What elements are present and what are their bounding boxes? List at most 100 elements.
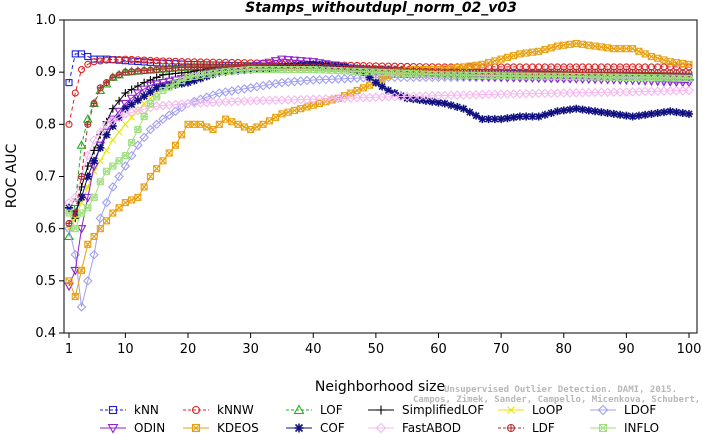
data-point bbox=[685, 74, 693, 82]
legend-label: KDEOS bbox=[217, 421, 259, 434]
data-point bbox=[96, 225, 104, 233]
data-point bbox=[84, 240, 92, 248]
data-point bbox=[83, 150, 93, 161]
data-point bbox=[165, 149, 173, 157]
data-point bbox=[102, 130, 111, 139]
data-point bbox=[120, 99, 131, 109]
data-point bbox=[597, 108, 606, 117]
data-point bbox=[178, 63, 186, 72]
legend-label: INFLO bbox=[624, 421, 659, 434]
data-point bbox=[234, 120, 242, 128]
data-point bbox=[134, 67, 142, 75]
data-point bbox=[76, 302, 87, 312]
legend-item: LoOP bbox=[498, 403, 563, 417]
data-point bbox=[497, 115, 506, 124]
y-axis-title: ROC AUC bbox=[4, 143, 20, 208]
data-point bbox=[559, 106, 568, 115]
data-point bbox=[114, 107, 125, 117]
data-point bbox=[609, 109, 618, 118]
data-point bbox=[158, 114, 168, 124]
data-point bbox=[653, 109, 662, 118]
data-point bbox=[108, 116, 118, 126]
data-point bbox=[89, 249, 99, 260]
data-point bbox=[109, 73, 117, 81]
data-point bbox=[64, 197, 74, 208]
data-point bbox=[659, 108, 668, 117]
y-tick-label: 0.4 bbox=[35, 326, 56, 341]
data-point bbox=[171, 141, 180, 149]
data-point bbox=[485, 59, 493, 67]
data-point bbox=[109, 209, 117, 217]
data-point bbox=[158, 86, 167, 94]
data-point bbox=[503, 114, 512, 123]
data-point bbox=[121, 120, 129, 128]
x-tick-label: 100 bbox=[677, 342, 702, 357]
data-point bbox=[102, 167, 111, 175]
data-point bbox=[103, 79, 111, 87]
data-point bbox=[101, 197, 112, 208]
data-point bbox=[140, 183, 148, 191]
x-axis-title: Neighborhood size bbox=[315, 379, 445, 395]
y-tick-label: 0.5 bbox=[35, 274, 56, 289]
x-tick-label: 70 bbox=[493, 342, 510, 357]
data-point bbox=[90, 193, 99, 201]
data-point bbox=[77, 66, 86, 74]
data-point bbox=[121, 89, 130, 98]
data-point bbox=[591, 107, 600, 116]
data-point bbox=[571, 88, 582, 98]
legend-item: LDOF bbox=[590, 403, 656, 417]
data-point bbox=[157, 79, 168, 88]
data-point bbox=[634, 111, 643, 120]
data-point bbox=[95, 213, 106, 224]
legend-label: LOF bbox=[320, 403, 343, 417]
data-point bbox=[521, 88, 531, 99]
data-point bbox=[259, 120, 267, 128]
data-point bbox=[534, 112, 543, 121]
data-point bbox=[96, 84, 104, 92]
x-tick-label: 40 bbox=[305, 342, 322, 357]
data-point bbox=[490, 115, 499, 124]
data-point bbox=[152, 93, 161, 101]
series-line bbox=[68, 89, 690, 203]
data-point bbox=[315, 66, 324, 74]
data-point bbox=[109, 136, 117, 144]
data-point bbox=[89, 135, 99, 145]
data-point bbox=[272, 113, 280, 121]
data-point bbox=[616, 110, 625, 119]
data-point bbox=[440, 99, 449, 108]
data-point bbox=[540, 110, 549, 119]
data-point bbox=[247, 126, 255, 134]
data-point bbox=[146, 99, 155, 108]
data-point bbox=[510, 52, 518, 60]
chart-title: Stamps_withoutdupl_norm_02_v03 bbox=[245, 0, 517, 16]
data-point bbox=[153, 66, 161, 74]
data-point bbox=[84, 120, 92, 128]
data-point bbox=[96, 178, 105, 186]
data-point bbox=[108, 182, 118, 192]
data-point bbox=[265, 117, 273, 125]
data-point bbox=[84, 60, 92, 68]
data-point bbox=[121, 68, 129, 76]
data-point bbox=[347, 89, 355, 97]
data-point bbox=[115, 157, 124, 165]
data-point bbox=[653, 74, 662, 82]
data-point bbox=[77, 209, 86, 217]
data-point bbox=[527, 88, 538, 99]
data-point bbox=[152, 83, 161, 92]
data-point bbox=[209, 126, 217, 134]
data-point bbox=[553, 107, 562, 116]
legend-item: SimplifiedLOF bbox=[368, 403, 484, 417]
data-point bbox=[453, 102, 462, 111]
data-point bbox=[502, 89, 513, 99]
data-point bbox=[264, 58, 275, 68]
data-point bbox=[584, 87, 594, 98]
data-point bbox=[547, 44, 555, 52]
data-point bbox=[222, 115, 230, 123]
series-line bbox=[68, 58, 689, 125]
data-point bbox=[77, 266, 86, 274]
data-point bbox=[371, 78, 380, 87]
x-tick-label: 10 bbox=[117, 342, 134, 357]
data-point bbox=[558, 88, 569, 98]
data-point bbox=[540, 88, 550, 99]
